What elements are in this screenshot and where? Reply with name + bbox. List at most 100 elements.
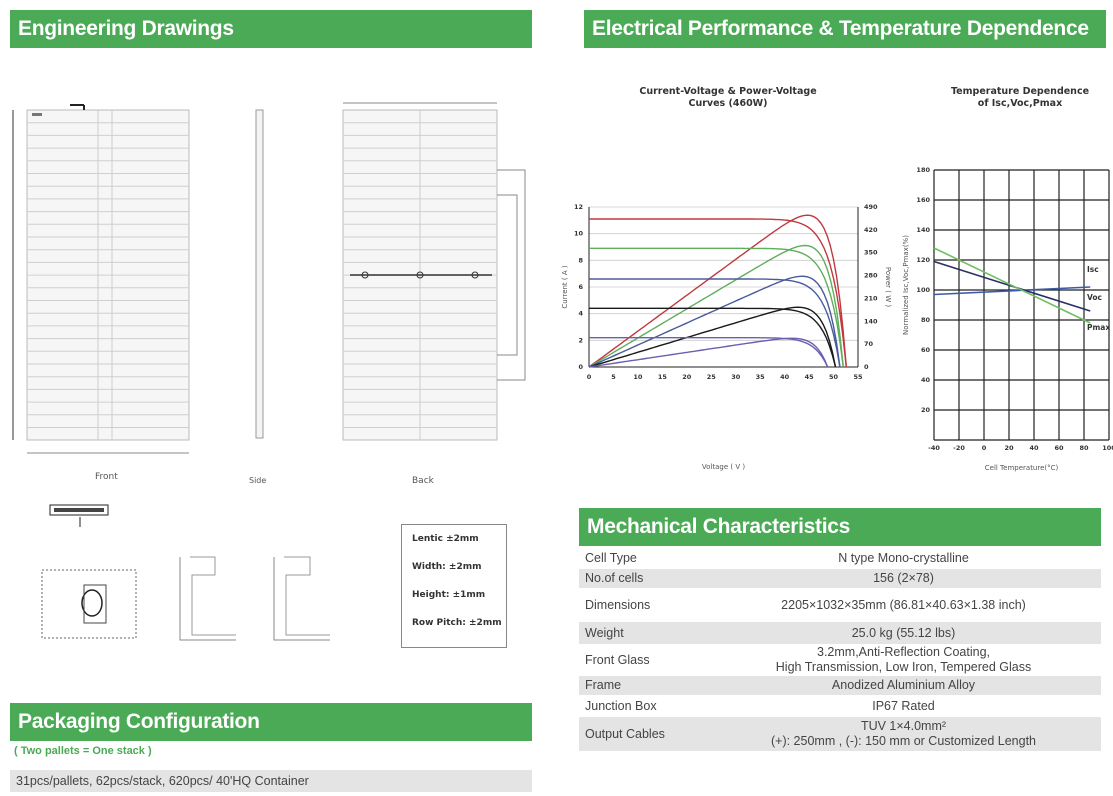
y-tick-label: 180 (916, 166, 930, 174)
x-tick-label: 35 (756, 373, 766, 381)
pv-curve (588, 306, 837, 368)
row-value-line: 25.0 kg (55.12 lbs) (851, 625, 956, 640)
engineering-drawings-header: Engineering Drawings (10, 10, 532, 48)
y-tick-label: 0 (578, 363, 583, 371)
y2-tick-label: 490 (864, 203, 878, 211)
row-value-line: IP67 Rated (872, 698, 935, 713)
y2-tick-label: 420 (864, 226, 878, 234)
row-key: Frame (585, 678, 622, 692)
x-axis-label: Voltage ( V ) (702, 463, 745, 471)
mechanical-characteristics-header: Mechanical Characteristics (579, 508, 1101, 546)
y-tick-label: 120 (916, 256, 930, 264)
table-row: Weight 25.0 kg (55.12 lbs) (579, 622, 1101, 644)
y-tick-label: 100 (916, 286, 930, 294)
row-value: 3.2mm,Anti-Reflection Coating, High Trans… (706, 644, 1101, 676)
table-row: Output Cables TUV 1×4.0mm² (+): 250mm , (-… (579, 717, 1101, 751)
temperature-dependence-chart: -40 -20 0 20 40 60 80 100 20 40 60 80 100 120 140 160 18… (902, 166, 1113, 472)
x-tick-label: 10 (633, 373, 643, 381)
table-row: Cell Type N type Mono-crystalline (579, 547, 1101, 569)
tolerance-item: Width: ±2mm (412, 562, 482, 572)
pv-curve (588, 214, 847, 368)
y-tick-label: 140 (916, 226, 930, 234)
packaging-line: 31pcs/pallets, 62pcs/stack, 620pcs/ 40'H… (10, 770, 532, 792)
pv-curve (588, 337, 829, 368)
iv-chart-title: Current-Voltage & Power-Voltage Curves (4… (639, 86, 817, 109)
row-key: Cell Type (585, 550, 637, 565)
x-tick-label: 80 (1079, 444, 1089, 452)
side-label: Side (249, 476, 267, 485)
y-tick-label: 60 (921, 346, 931, 354)
table-row: Dimensions 2205×1032×35mm (86.81×40.63×1.… (579, 588, 1101, 622)
series-label: Pmax (1087, 323, 1110, 332)
tolerance-item: Row Pitch: ±2mm (412, 618, 502, 628)
pv-curve (588, 244, 844, 368)
row-key: Junction Box (585, 698, 657, 713)
row-value-line: 156 (2×78) (873, 571, 934, 585)
y-tick-label: 4 (578, 310, 583, 318)
x-tick-label: 55 (853, 373, 863, 381)
x-tick-label: 0 (587, 373, 592, 381)
row-value-line: 3.2mm,Anti-Reflection Coating, (817, 645, 990, 659)
iv-curve (589, 307, 837, 368)
row-key: Output Cables (585, 726, 665, 741)
frame-section-details (41, 504, 330, 641)
row-value: IP67 Rated (706, 695, 1101, 717)
row-key: Front Glass (585, 652, 650, 667)
table-row: Junction Box IP67 Rated (579, 695, 1101, 717)
y-tick-label: 40 (921, 376, 931, 384)
y2-tick-label: 280 (864, 272, 878, 280)
y-tick-label: 20 (921, 406, 931, 414)
row-value-line: (+): 250mm , (-): 150 mm or Customized L… (770, 734, 1037, 748)
row-value-line: High Transmission, Low Iron, Tempered Gl… (775, 660, 1032, 674)
y-tick-label: 80 (921, 316, 931, 324)
iv-curve (589, 336, 829, 368)
row-value-line: TUV 1×4.0mm² (860, 719, 947, 733)
x-tick-label: 25 (707, 373, 717, 381)
mechanical-table: Cell Type N type Mono-crystalline No.of ce… (579, 547, 1101, 751)
x-tick-label: 20 (1004, 444, 1014, 452)
y-axis-label: Current ( A ) (561, 265, 569, 308)
packaging-note: ( Two pallets = One stack ) (14, 745, 152, 757)
x-tick-label: 100 (1102, 444, 1113, 452)
y2-tick-label: 140 (864, 317, 878, 325)
x-tick-label: 40 (1029, 444, 1039, 452)
electrical-performance-header: Electrical Performance & Temperature Dep… (584, 10, 1106, 48)
x-tick-label: 60 (1054, 444, 1064, 452)
front-panel-drawing (12, 104, 190, 454)
iv-curve (589, 247, 844, 368)
back-label: Back (412, 476, 434, 486)
iv-curve (589, 218, 847, 368)
x-axis-label: Cell Temperature(°C) (985, 464, 1059, 472)
y-tick-label: 160 (916, 196, 930, 204)
y2-tick-label: 350 (864, 249, 878, 257)
tolerance-item: Lentic ±2mm (412, 534, 479, 544)
packaging-configuration-header: Packaging Configuration (10, 703, 532, 741)
y2-tick-label: 210 (864, 294, 878, 302)
x-tick-label: 20 (682, 373, 692, 381)
x-tick-label: 40 (780, 373, 790, 381)
tolerance-item: Height: ±1mm (412, 590, 486, 600)
y-axis-label: Normalized Isc,Voc,Pmax(%) (902, 235, 910, 335)
row-value: 25.0 kg (55.12 lbs) (706, 622, 1101, 644)
y2-tick-label: 70 (864, 340, 874, 348)
engineering-drawing (12, 102, 526, 641)
table-row: Front Glass 3.2mm,Anti-Reflection Coating… (579, 644, 1101, 676)
back-panel-drawing (342, 102, 526, 441)
y-tick-label: 8 (578, 256, 583, 264)
y2-tick-label: 0 (864, 363, 869, 371)
x-tick-label: 50 (829, 373, 839, 381)
x-tick-label: -40 (928, 444, 940, 452)
y-tick-label: 10 (574, 230, 584, 238)
row-value: 156 (2×78) (706, 569, 1101, 588)
x-tick-label: -20 (953, 444, 965, 452)
x-tick-label: 15 (658, 373, 668, 381)
y-tick-label: 2 (578, 336, 583, 344)
row-key: Weight (585, 625, 624, 640)
iv-curve-chart: 0 5 10 15 20 25 30 35 40 45 50 55024681012070140210… (561, 203, 892, 471)
table-row: No.of cells 156 (2×78) (579, 569, 1101, 588)
row-value: Anodized Aluminium Alloy (706, 676, 1101, 695)
x-tick-label: 45 (805, 373, 815, 381)
series-line-isc (933, 286, 1091, 296)
series-label: Isc (1087, 265, 1099, 274)
y-tick-label: 12 (574, 203, 583, 211)
